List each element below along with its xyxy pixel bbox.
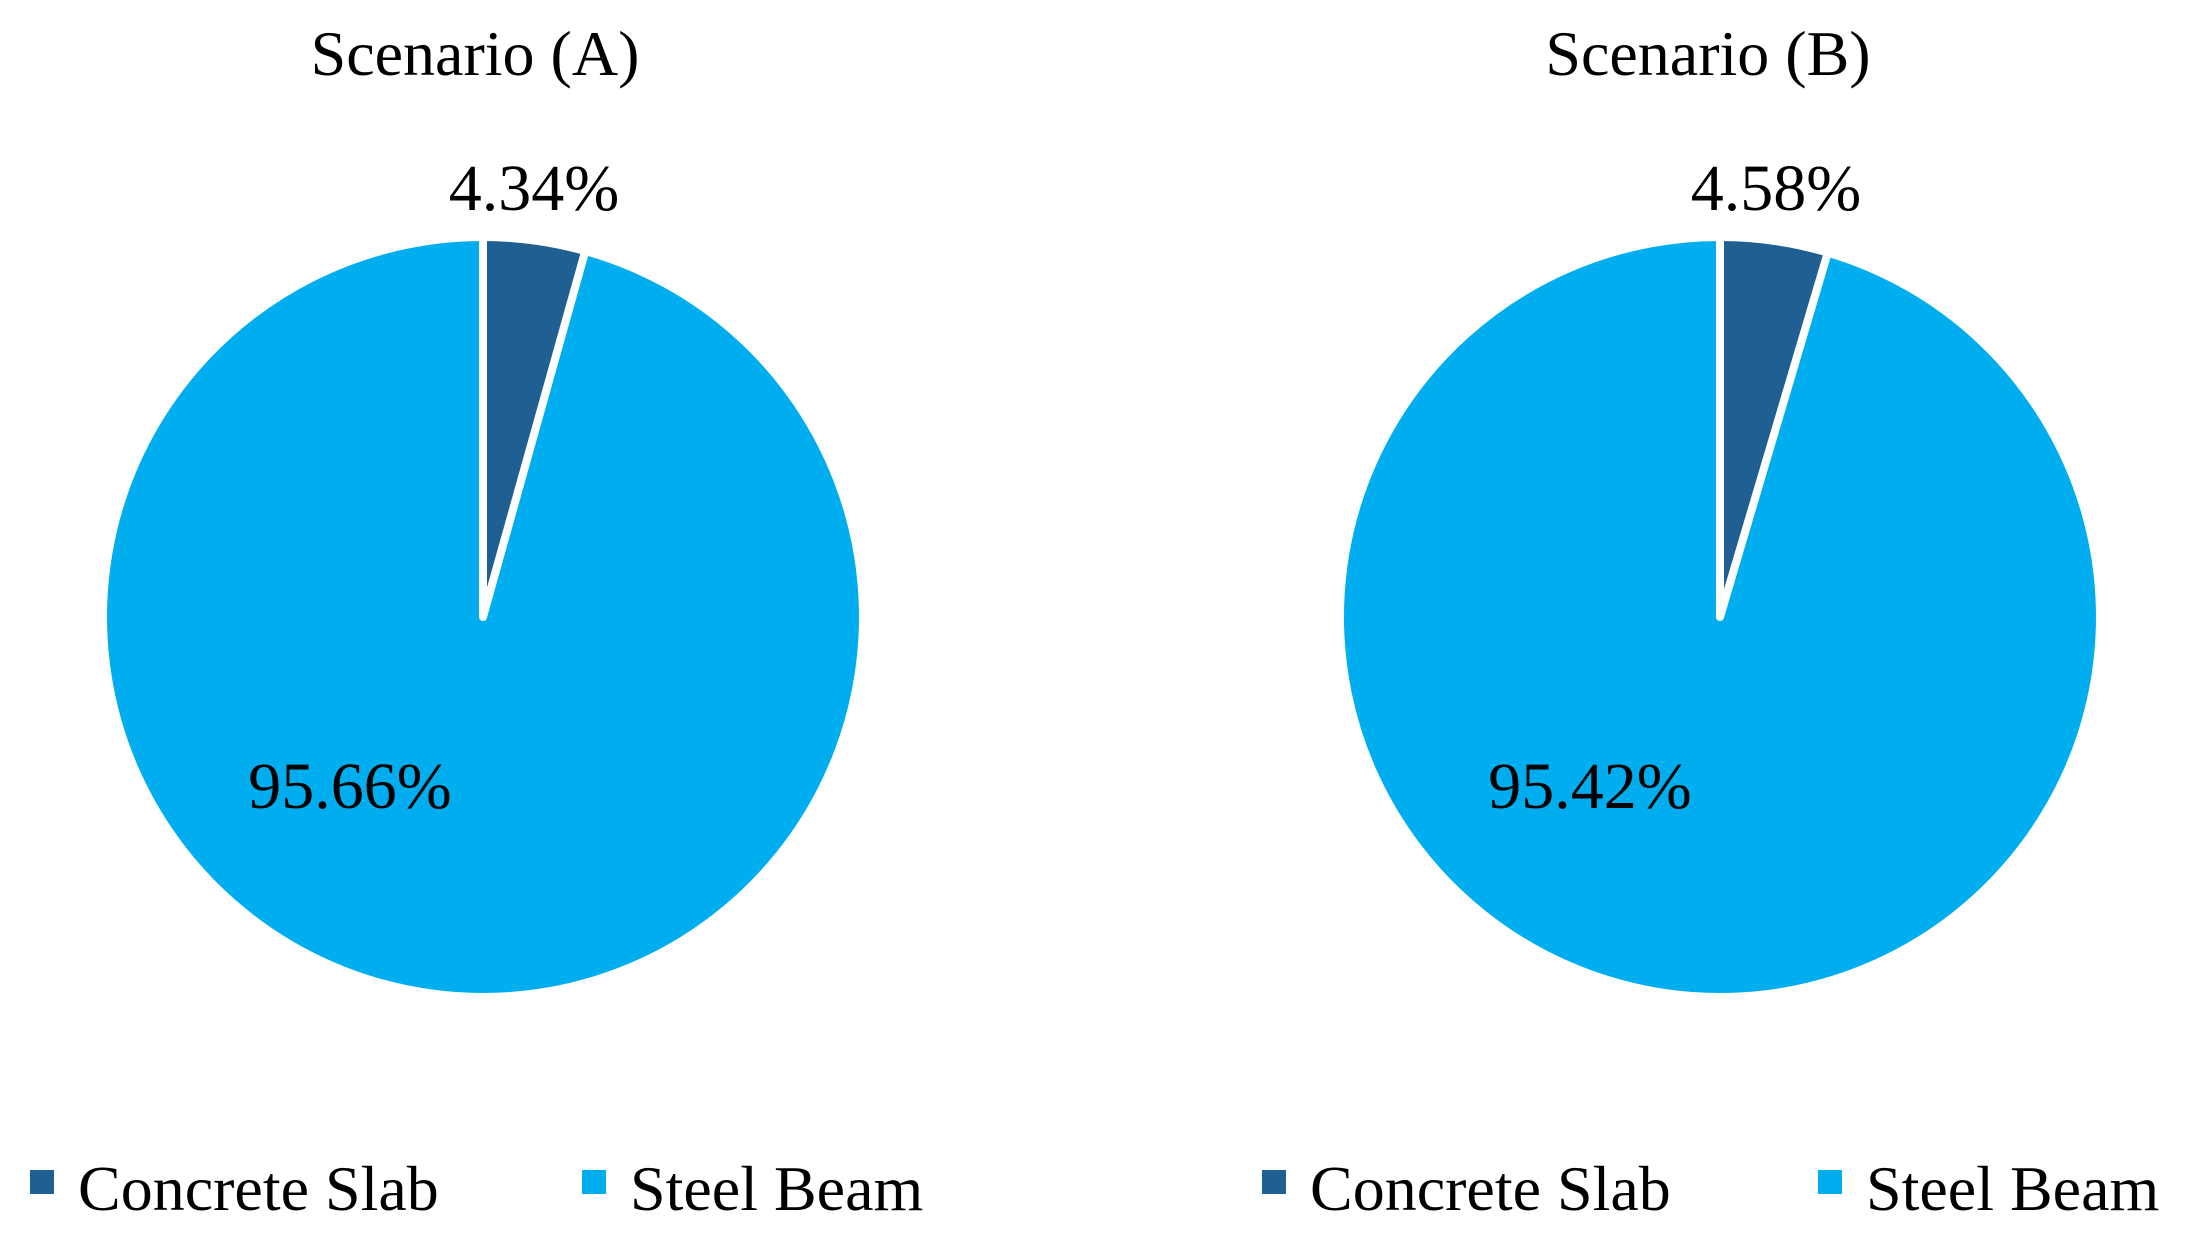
data-label-steel-beam-a: 95.66% bbox=[248, 750, 451, 823]
pie-slice-steel-beam-b bbox=[1335, 233, 2104, 1001]
pie-slice-steel-beam-a bbox=[99, 233, 867, 1001]
legend-swatch-concrete-slab-a bbox=[30, 1170, 54, 1194]
data-label-concrete-slab-a: 4.34% bbox=[449, 152, 619, 225]
legend-label-concrete-slab-a: Concrete Slab bbox=[78, 1153, 439, 1224]
legend-swatch-steel-beam-b bbox=[1818, 1170, 1842, 1194]
legend-label-concrete-slab-b: Concrete Slab bbox=[1310, 1153, 1671, 1224]
data-label-steel-beam-b: 95.42% bbox=[1488, 750, 1691, 823]
pie-scenario-b bbox=[1335, 233, 2104, 1001]
chart-title-scenario-a: Scenario (A) bbox=[311, 18, 640, 89]
chart-scenario-a: Scenario (A) 4.34% 95.66% Concrete Slab … bbox=[30, 18, 923, 1224]
legend-swatch-steel-beam-a bbox=[582, 1170, 606, 1194]
data-label-concrete-slab-b: 4.58% bbox=[1691, 152, 1861, 225]
pie-scenario-a bbox=[99, 233, 867, 1001]
legend-label-steel-beam-a: Steel Beam bbox=[630, 1153, 923, 1224]
chart-title-scenario-b: Scenario (B) bbox=[1545, 18, 1870, 89]
legend-scenario-a: Concrete Slab Steel Beam bbox=[30, 1153, 923, 1224]
legend-swatch-concrete-slab-b bbox=[1262, 1170, 1286, 1194]
legend-label-steel-beam-b: Steel Beam bbox=[1866, 1153, 2159, 1224]
legend-scenario-b: Concrete Slab Steel Beam bbox=[1262, 1153, 2159, 1224]
chart-scenario-b: Scenario (B) 4.58% 95.42% Concrete Slab … bbox=[1262, 18, 2159, 1224]
